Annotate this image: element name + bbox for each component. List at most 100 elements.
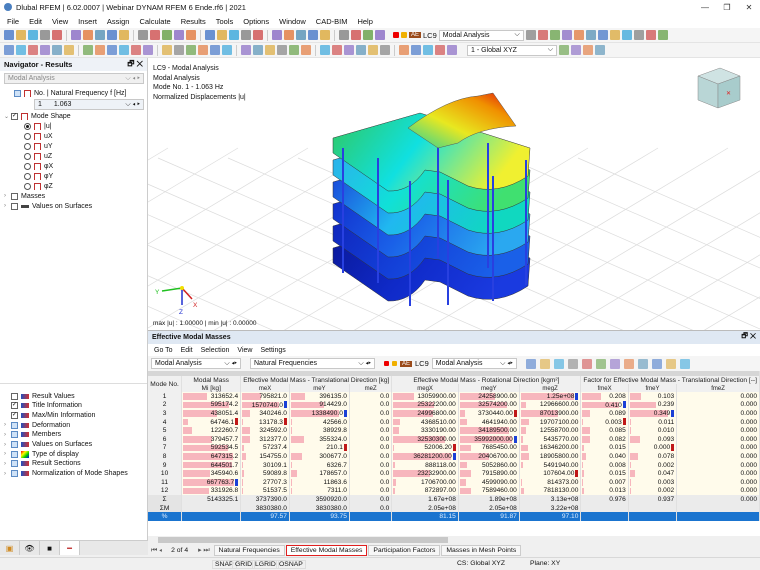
display-item[interactable]: › Type of display (4, 449, 79, 459)
radio-button[interactable] (24, 162, 31, 170)
panel-toolbar-button-icon[interactable] (609, 358, 620, 369)
display-item[interactable]: ✓ Title Information (4, 401, 82, 411)
checkbox[interactable] (11, 441, 18, 448)
radio-button[interactable] (24, 132, 31, 140)
view-cube-icon[interactable]: ✕ (697, 67, 741, 109)
menu-cadbim[interactable]: CAD-BIM (315, 16, 348, 26)
toolbar-button-icon[interactable] (16, 45, 26, 55)
radio-button[interactable] (24, 122, 31, 130)
toolbar-button-icon[interactable] (83, 45, 93, 55)
toolbar-button-icon[interactable] (162, 45, 172, 55)
col-header-mode[interactable]: Mode No. (148, 376, 183, 392)
snap-toggle[interactable]: SNAP (212, 560, 237, 569)
component-radio-item[interactable]: uX (24, 131, 53, 141)
masses-item[interactable]: › Masses (4, 191, 45, 201)
checkbox[interactable] (14, 89, 21, 97)
navigator-case-select[interactable]: Modal Analysis ⌵ ◂ ▸ (4, 73, 144, 84)
toolbar-button-icon[interactable] (332, 45, 342, 55)
panel-toolbar-button-icon[interactable] (623, 358, 634, 369)
toolbar-button-icon[interactable] (222, 45, 232, 55)
component-radio-item[interactable]: |u| (24, 121, 52, 131)
toolbar-button-icon[interactable] (95, 45, 105, 55)
toolbar-button-icon[interactable] (241, 45, 251, 55)
panel-menu-view[interactable]: View (237, 346, 253, 354)
values-on-surfaces-item[interactable]: › Values on Surfaces (4, 201, 92, 211)
lgrid-toggle[interactable]: LGRID (252, 560, 279, 569)
close-button[interactable]: ✕ (745, 2, 753, 12)
col-header-megZ[interactable]: megZ (519, 384, 582, 392)
col-header-megX[interactable]: megX (391, 384, 459, 392)
expand-icon[interactable]: › (4, 460, 6, 467)
toolbar-button-icon[interactable] (356, 45, 366, 55)
sum-row[interactable]: Σ 5143325.1 3737390.0 3590920.0 0.0 1.67e+08 1… (148, 495, 760, 504)
toolbar-button-icon[interactable] (423, 45, 433, 55)
toolbar-button-icon[interactable] (277, 45, 287, 55)
toolbar-button-icon[interactable] (217, 30, 227, 40)
toolbar-button-icon[interactable] (107, 45, 117, 55)
mode-shape-item[interactable]: ⌄ ✓ Mode Shape (4, 111, 71, 121)
display-item[interactable]: › Normalization of Mode Shapes (4, 469, 128, 479)
toolbar-button-icon[interactable] (375, 30, 385, 40)
table-row[interactable]: 12 331926.8 51537.5 7311.0 0.0 872897.00 75894… (148, 486, 760, 496)
toolbar-button-icon[interactable] (4, 45, 14, 55)
toolbar-button-icon[interactable] (272, 30, 282, 40)
panel-toolbar-button-icon[interactable] (637, 358, 648, 369)
table-row[interactable]: 6 379457.7 312377.0 355324.0 0.0 32530300.00 3… (148, 434, 760, 444)
col-header-rotational[interactable]: Effective Modal Mass - Rotational Direct… (391, 376, 582, 384)
toolbar-button-icon[interactable] (435, 45, 445, 55)
menu-options[interactable]: Options (243, 16, 270, 26)
nav-tab-display-icon[interactable]: 👁 (20, 541, 40, 555)
col-header-meZ[interactable]: meZ (349, 384, 393, 392)
toolbar-button-icon[interactable] (561, 30, 572, 40)
panel-close-icon[interactable]: 🗗 ✕ (741, 333, 756, 340)
toolbar-button-icon[interactable] (28, 30, 38, 40)
toolbar-button-icon[interactable] (229, 30, 239, 40)
toolbar-button-icon[interactable] (64, 45, 74, 55)
table-row[interactable]: 4 64746.1 13178.3 42566.0 0.0 4368510.00 46419… (148, 417, 760, 427)
toolbar-button-icon[interactable] (52, 30, 62, 40)
toolbar-button-icon[interactable] (657, 30, 668, 40)
minimize-button[interactable]: — (701, 2, 709, 12)
toolbar-button-icon[interactable] (40, 30, 50, 40)
tab-masses-in-mesh-points[interactable]: Masses in Mesh Points (441, 545, 522, 556)
toolbar-button-icon[interactable] (143, 45, 153, 55)
navigator-close-icon[interactable]: 🗗 ✕ (127, 59, 143, 68)
toolbar-button-icon[interactable] (265, 45, 275, 55)
panel-toolbar-button-icon[interactable] (679, 358, 690, 369)
toolbar-button-icon[interactable] (186, 45, 196, 55)
checkbox[interactable]: ✓ (11, 411, 18, 419)
nav-tab-data-icon[interactable]: ▣ (0, 541, 20, 555)
checkbox[interactable]: ✓ (11, 402, 18, 410)
panel-menu-go-to[interactable]: Go To (154, 346, 173, 354)
menu-results[interactable]: Results (180, 16, 206, 26)
toolbar-button-icon[interactable] (71, 30, 81, 40)
toolbar-button-icon[interactable] (621, 30, 632, 40)
nav-tab-views-icon[interactable]: ■ (40, 541, 60, 555)
toolbar-button-icon[interactable] (198, 45, 208, 55)
toolbar-button-icon[interactable] (284, 30, 294, 40)
toolbar-button-icon[interactable] (525, 30, 536, 40)
3d-viewport[interactable]: ✕ X Y Z LC9 - Modal Analysis Modal Analysis… (148, 58, 760, 330)
toolbar-button-icon[interactable] (253, 45, 263, 55)
grid-toggle[interactable]: GRID (232, 560, 255, 569)
col-header-fmeY[interactable]: fmeY (628, 384, 678, 392)
panel-toolbar-button-icon[interactable] (581, 358, 592, 369)
toolbar-button-icon[interactable] (210, 45, 220, 55)
menu-edit[interactable]: Edit (29, 16, 43, 26)
toolbar-button-icon[interactable] (296, 30, 306, 40)
toolbar-button-icon[interactable] (95, 30, 105, 40)
next-page-button[interactable]: ▸ ⏭ (198, 547, 210, 554)
table-row[interactable]: 2 595174.2 1570740.0 914429.0 0.0 25322200.00… (148, 400, 760, 410)
table-row[interactable]: 7 592534.5 57237.4 210.1 0.0 52006.20 7685450.… (148, 443, 760, 453)
radio-button[interactable] (24, 152, 31, 160)
menu-tools[interactable]: Tools (215, 16, 234, 26)
horizontal-scrollbar[interactable] (148, 536, 760, 544)
toolbar-button-icon[interactable] (571, 45, 581, 55)
radio-button[interactable] (24, 173, 31, 180)
component-radio-item[interactable]: φZ (24, 182, 53, 192)
checkbox[interactable] (11, 392, 18, 400)
toolbar-button-icon[interactable] (351, 30, 361, 40)
toolbar-button-icon[interactable] (241, 30, 251, 40)
menu-assign[interactable]: Assign (106, 16, 130, 26)
toolbar-button-icon[interactable] (131, 45, 141, 55)
